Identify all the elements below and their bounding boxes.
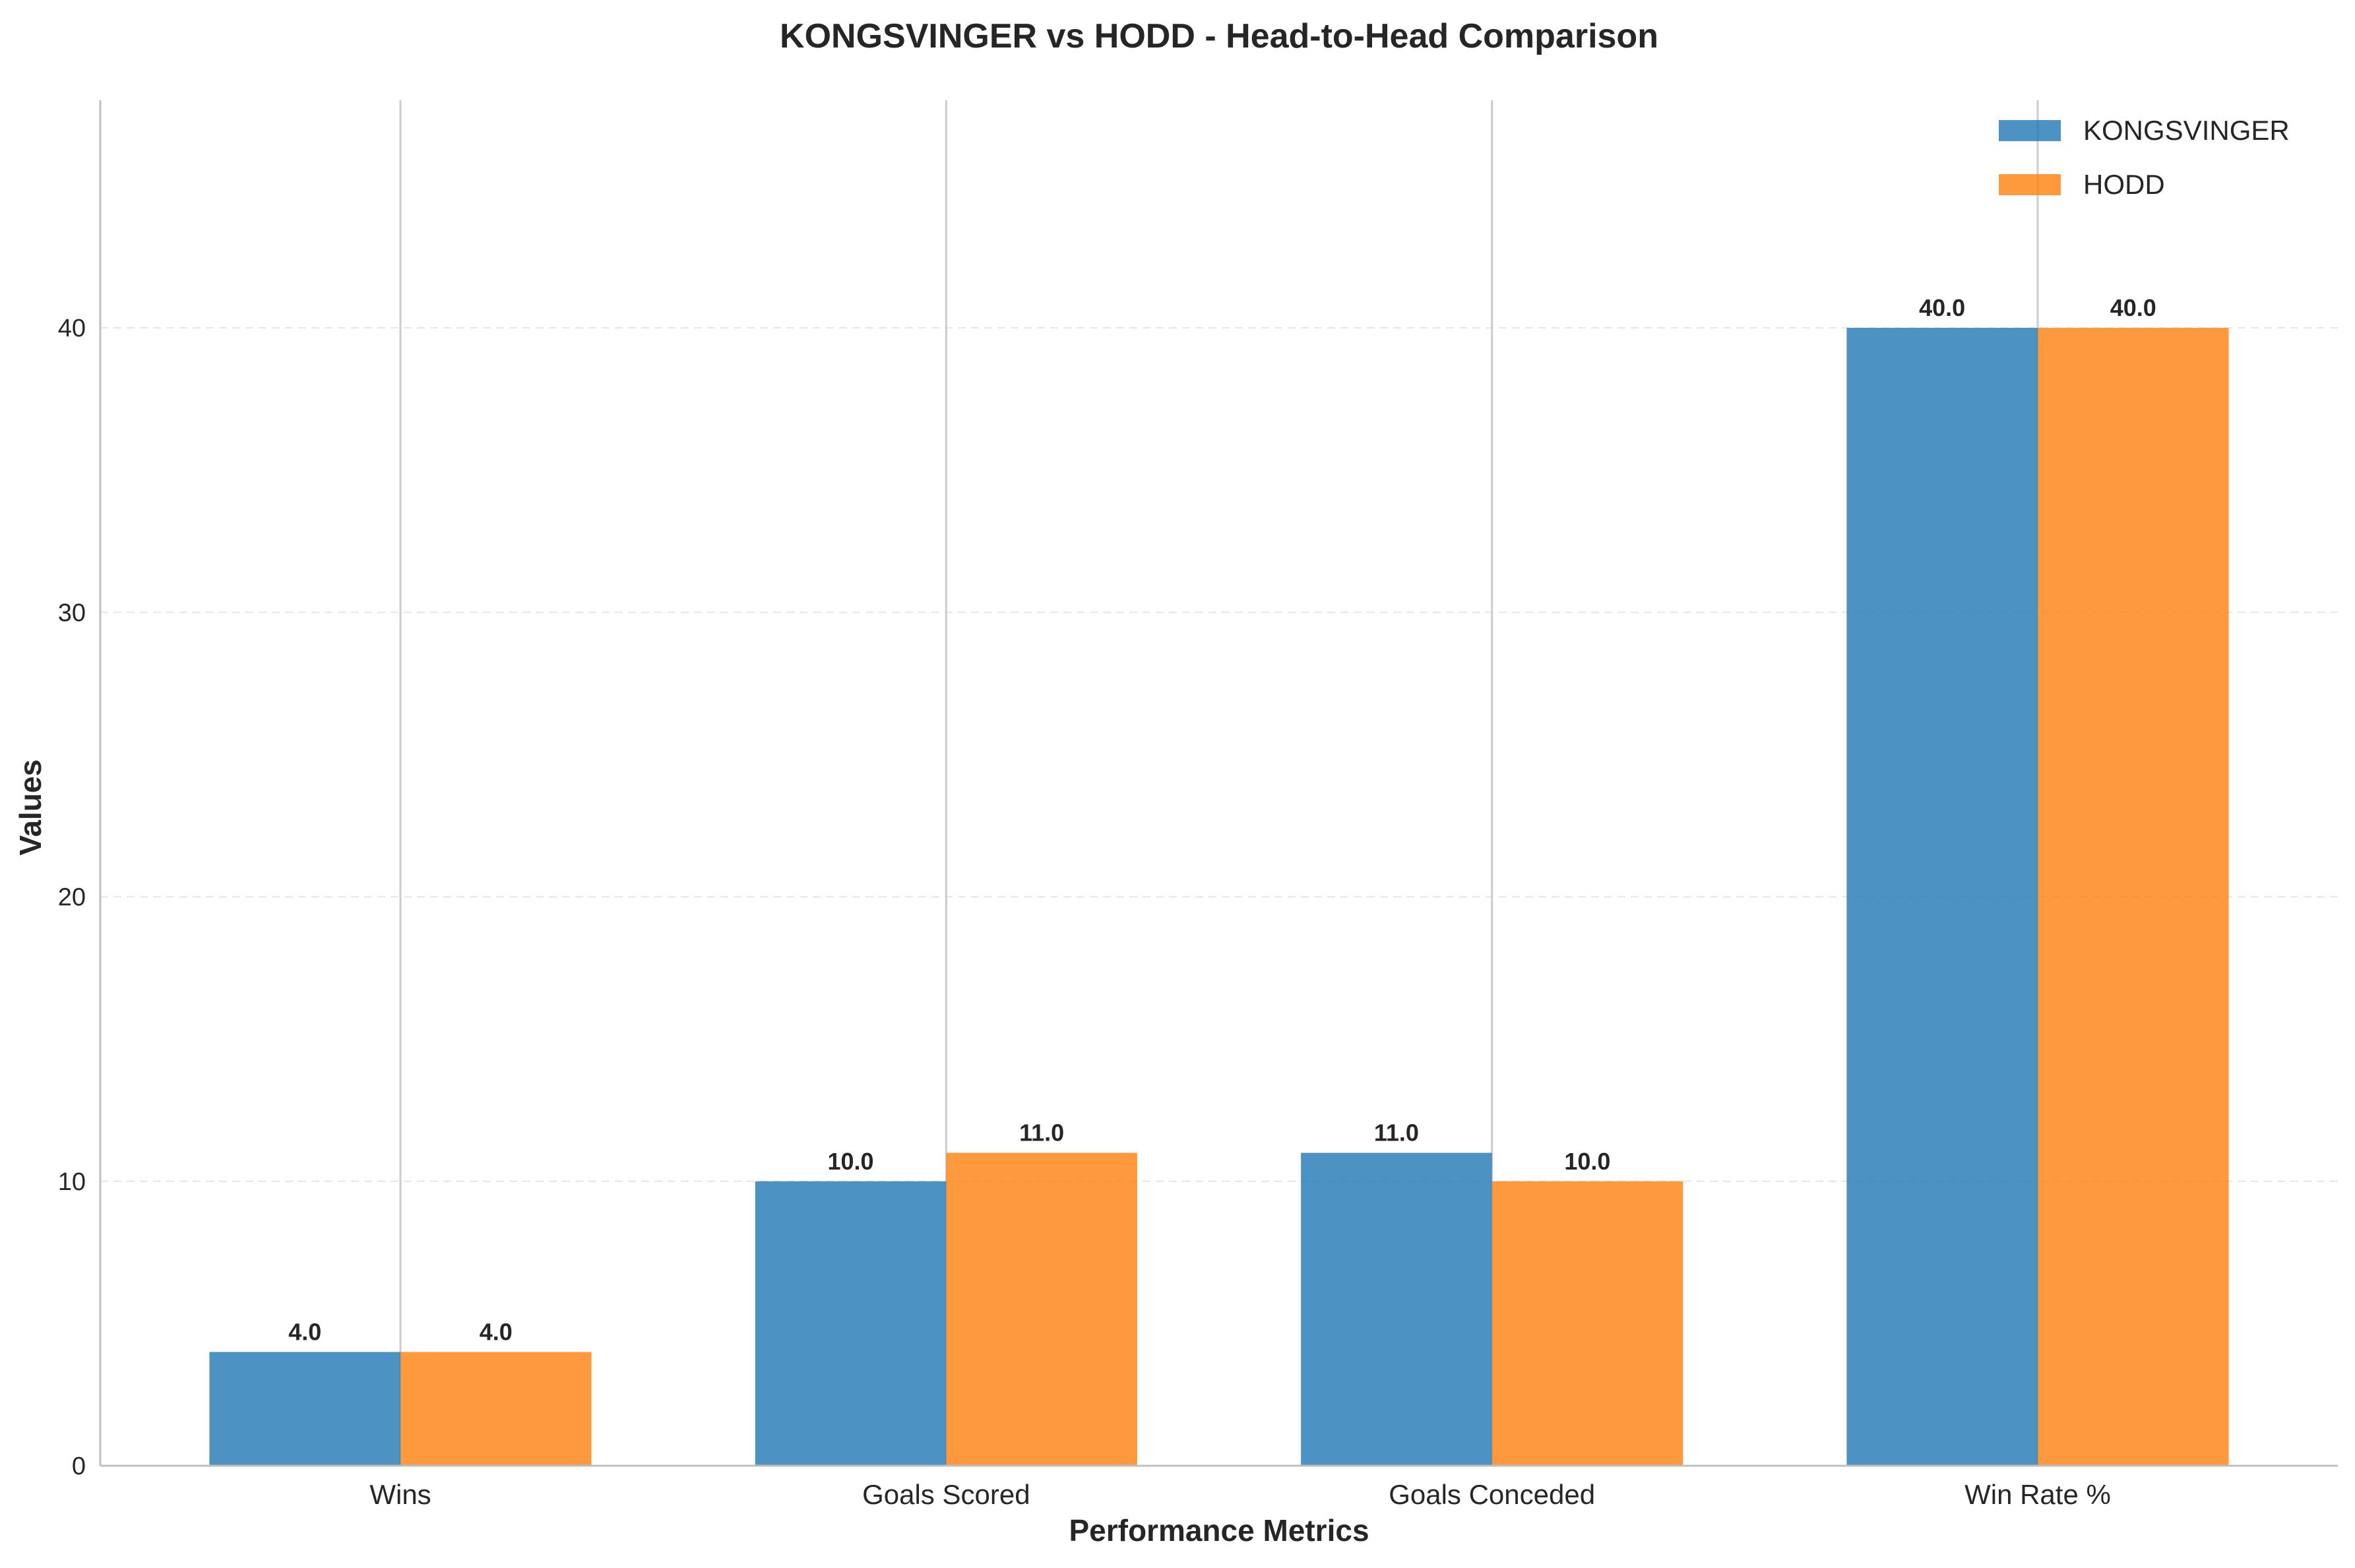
- legend: KONGSVINGER HODD: [1999, 115, 2290, 200]
- data-label: 11.0: [1019, 1119, 1064, 1146]
- bar-kongsvinger: [1846, 328, 2038, 1466]
- x-tick-label: Goals Conceded: [1389, 1479, 1595, 1510]
- chart-title: KONGSVINGER vs HODD - Head-to-Head Compa…: [780, 17, 1658, 55]
- y-tick-label: 20: [58, 884, 86, 912]
- data-label: 4.0: [480, 1319, 513, 1346]
- bar-hodd: [400, 1352, 592, 1466]
- bar-kongsvinger: [1301, 1152, 1492, 1466]
- legend-swatch-hodd: [1999, 174, 2061, 195]
- legend-label-hodd: HODD: [2083, 169, 2165, 200]
- x-tick-label: Goals Scored: [862, 1479, 1030, 1510]
- data-label: 10.0: [1564, 1148, 1610, 1175]
- y-axis-label: Values: [13, 759, 47, 856]
- bar-hodd: [1492, 1181, 1683, 1466]
- x-tick-label: Wins: [369, 1479, 431, 1510]
- x-tick-label: Win Rate %: [1964, 1479, 2111, 1510]
- y-tick-label: 0: [72, 1453, 86, 1480]
- bar-hodd: [946, 1152, 1137, 1466]
- bar-kongsvinger: [209, 1352, 401, 1466]
- data-label: 4.0: [288, 1319, 321, 1346]
- x-axis-label: Performance Metrics: [1069, 1513, 1369, 1548]
- y-tick-label: 40: [58, 315, 86, 342]
- data-label: 40.0: [1919, 294, 1965, 321]
- bar-kongsvinger: [755, 1181, 947, 1466]
- y-tick-label: 10: [58, 1168, 86, 1196]
- data-label: 10.0: [828, 1148, 874, 1175]
- legend-label-kongsvinger: KONGSVINGER: [2083, 115, 2290, 146]
- y-tick-label: 30: [58, 599, 86, 627]
- data-label: 11.0: [1374, 1119, 1419, 1146]
- legend-swatch-kongsvinger: [1999, 120, 2061, 141]
- bar-hodd: [2037, 328, 2229, 1466]
- data-label: 40.0: [2110, 294, 2156, 321]
